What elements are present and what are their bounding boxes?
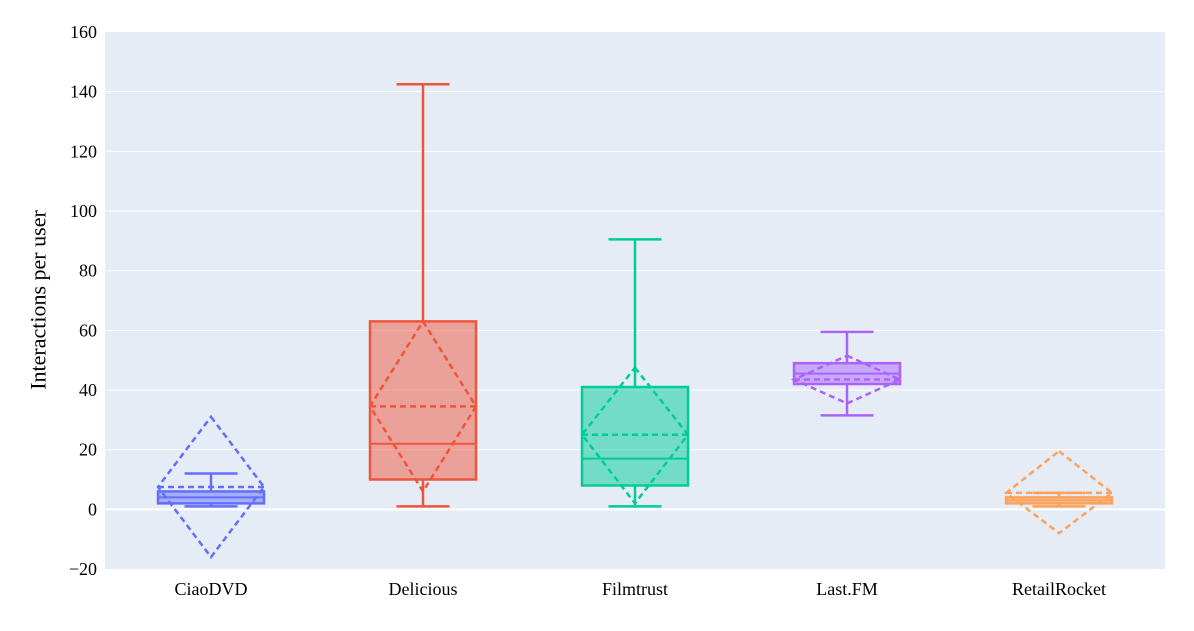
y-tick-label: 120	[70, 141, 97, 161]
sd-diamond	[1003, 449, 1115, 535]
y-tick-label: 80	[79, 261, 97, 281]
x-tick-label: CiaoDVD	[175, 579, 248, 599]
y-tick-label: 100	[70, 201, 97, 221]
y-tick-label: 0	[88, 499, 97, 519]
box-trace	[1003, 449, 1115, 535]
sd-diamond	[156, 414, 266, 560]
x-tick-label: Last.FM	[816, 579, 878, 599]
box-traces	[156, 82, 1115, 560]
iqr-box	[368, 320, 478, 481]
y-tick-label: 20	[79, 440, 97, 460]
y-tick-label: 40	[79, 380, 97, 400]
sd-diamond	[790, 354, 904, 405]
iqr-box	[580, 385, 690, 487]
box-trace	[790, 330, 904, 417]
y-tick-label: 60	[79, 320, 97, 340]
y-tick-label: 140	[70, 82, 97, 102]
box-trace	[156, 414, 266, 560]
x-tick-label: Delicious	[389, 579, 458, 599]
box-trace	[368, 82, 478, 508]
y-tick-label: 160	[70, 22, 97, 42]
box-trace	[580, 238, 690, 508]
sd-diamond	[580, 365, 690, 506]
x-tick-label: RetailRocket	[1012, 579, 1106, 599]
y-tick-label: −20	[69, 559, 97, 579]
x-tick-label: Filmtrust	[602, 579, 668, 599]
y-axis-title: Interactions per user	[26, 210, 51, 390]
sd-diamond	[368, 319, 478, 494]
y-axis-ticks: −20 0 20 40 60 80 100 120 140 160	[69, 22, 97, 579]
x-axis-ticks: CiaoDVD Delicious Filmtrust Last.FM RetailRo…	[175, 579, 1106, 599]
